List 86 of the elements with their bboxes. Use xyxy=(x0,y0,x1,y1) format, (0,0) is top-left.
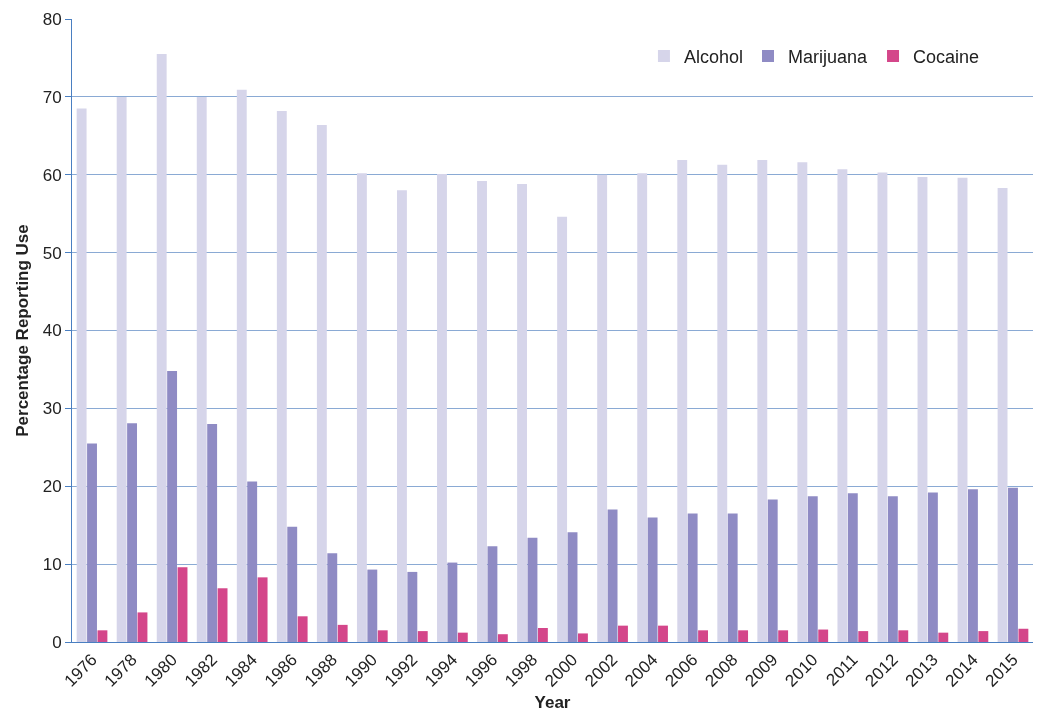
y-tick-label: 60 xyxy=(42,165,62,185)
bar xyxy=(497,634,508,642)
bar xyxy=(407,571,418,642)
y-tick-label: 10 xyxy=(42,555,62,575)
bar xyxy=(858,631,869,642)
y-tick-label: 30 xyxy=(42,399,62,419)
bar xyxy=(717,164,728,642)
bar xyxy=(276,110,287,642)
bar xyxy=(927,492,938,642)
bar xyxy=(658,625,668,642)
bar xyxy=(517,184,528,642)
bar xyxy=(698,630,708,642)
bar xyxy=(76,108,87,642)
bar xyxy=(337,624,348,642)
bar xyxy=(87,443,97,642)
bar xyxy=(818,629,829,642)
bar xyxy=(316,124,327,642)
bar xyxy=(917,177,928,642)
bar xyxy=(938,632,949,642)
bar xyxy=(127,423,138,642)
bar xyxy=(1008,487,1018,642)
bar xyxy=(677,159,688,642)
bar xyxy=(847,493,858,642)
bar xyxy=(447,562,458,642)
y-axis-title: Percentage Reporting Use xyxy=(13,224,32,437)
bar xyxy=(727,513,738,642)
bar xyxy=(597,174,608,642)
bar xyxy=(167,371,178,642)
bar xyxy=(637,173,648,642)
bar xyxy=(577,633,588,642)
bar xyxy=(207,423,218,642)
bar xyxy=(156,54,167,642)
y-tick-label: 0 xyxy=(52,632,62,652)
y-tick-label: 80 xyxy=(42,9,62,29)
bar xyxy=(778,630,789,642)
bar xyxy=(618,625,628,642)
bar xyxy=(327,553,338,642)
bar xyxy=(236,89,247,642)
bar xyxy=(997,187,1008,642)
bar xyxy=(797,162,808,642)
bar xyxy=(487,546,498,642)
bar xyxy=(738,630,749,642)
y-tick-label: 70 xyxy=(42,87,62,107)
x-axis-title: Year xyxy=(534,692,571,712)
legend-label: Marijuana xyxy=(788,46,869,67)
bar xyxy=(967,489,978,642)
bar xyxy=(377,630,388,642)
y-tick-label: 40 xyxy=(42,321,62,341)
bar xyxy=(477,180,487,642)
bar xyxy=(887,496,898,642)
bar xyxy=(807,496,818,642)
bar xyxy=(877,172,888,642)
legend-label: Cocaine xyxy=(913,46,980,67)
legend-label: Alcohol xyxy=(683,46,743,67)
bar xyxy=(527,537,538,642)
bar xyxy=(437,173,447,642)
bar xyxy=(557,216,568,642)
bar xyxy=(567,532,578,642)
bar xyxy=(367,569,378,642)
bar xyxy=(217,588,228,642)
bar xyxy=(356,173,367,642)
y-tick-label: 50 xyxy=(42,243,62,263)
bar xyxy=(687,513,698,642)
bar xyxy=(757,159,768,642)
bar xyxy=(837,169,848,642)
bar xyxy=(537,627,548,642)
bar xyxy=(196,96,207,642)
bar xyxy=(247,481,258,642)
bar xyxy=(607,509,618,642)
bar xyxy=(116,96,127,642)
bar xyxy=(647,517,658,642)
bar xyxy=(257,577,268,642)
bar xyxy=(297,616,308,642)
bar xyxy=(97,630,108,642)
y-tick-label: 20 xyxy=(42,477,62,497)
bar xyxy=(957,177,968,642)
bar xyxy=(767,499,778,642)
bar xyxy=(177,567,188,642)
bar xyxy=(978,631,989,642)
bar xyxy=(457,632,468,642)
bar xyxy=(287,526,298,642)
bar xyxy=(397,190,407,642)
bar xyxy=(137,612,148,642)
bar xyxy=(898,630,909,642)
bar xyxy=(1018,628,1029,642)
bar xyxy=(417,631,428,642)
